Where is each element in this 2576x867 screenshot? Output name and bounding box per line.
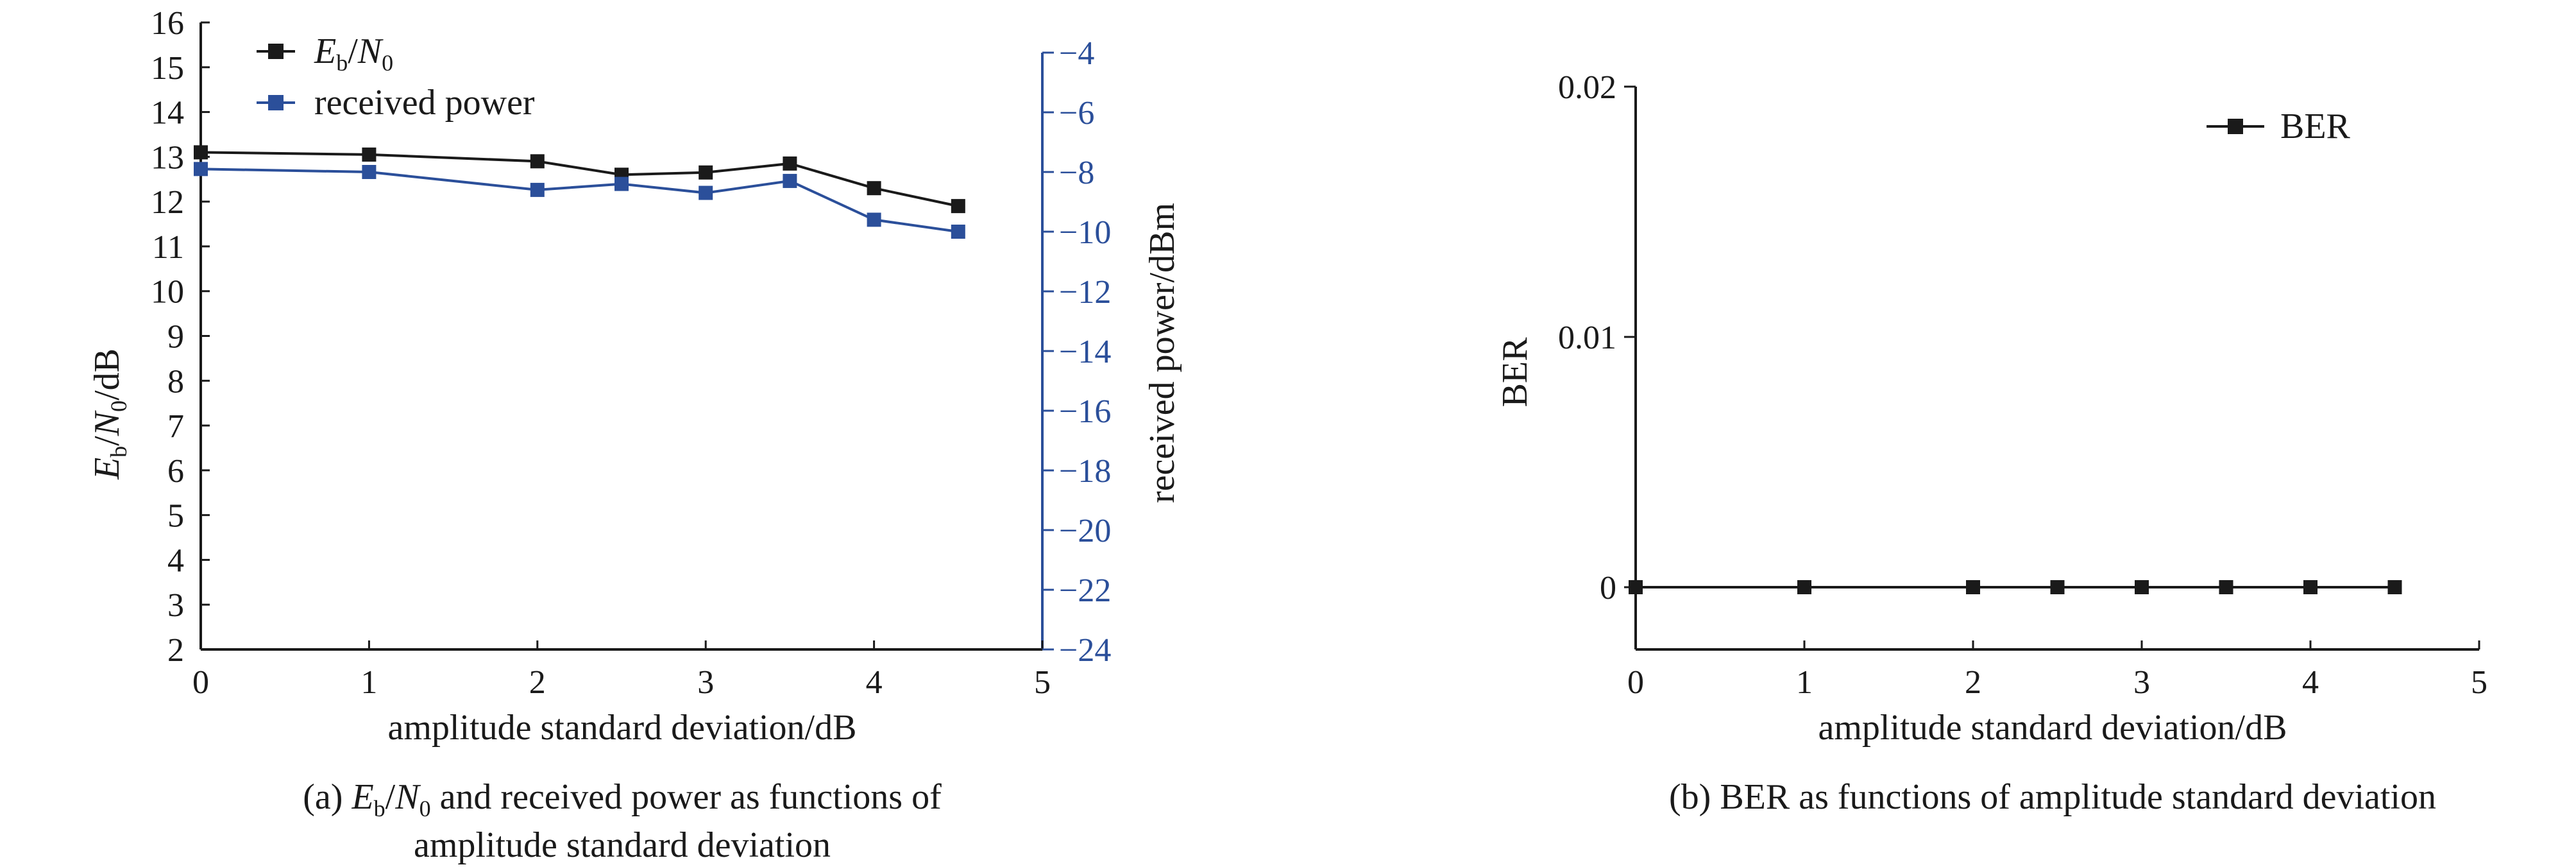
ebn0-data-point (867, 181, 881, 196)
power-data-point (951, 225, 965, 239)
power-series-line (200, 167, 959, 233)
ber-data-point (1797, 580, 1811, 594)
y-tick-label: 11 (152, 229, 184, 266)
right-y-tick-label: −8 (1059, 155, 1094, 191)
y-tick-label: 8 (167, 363, 184, 400)
right-y-tick-label: −20 (1059, 513, 1111, 549)
ber-data-point (2219, 580, 2233, 594)
ebn0-data-point (783, 156, 797, 171)
x-tick-label: 0 (1627, 664, 1644, 701)
right-y-tick-label: −10 (1059, 214, 1111, 251)
panel-a-x-axis-label: amplitude standard deviation/dB (388, 708, 857, 748)
legend-ebn0-label: Eb/N0 (314, 31, 393, 76)
power-data-point (867, 212, 881, 227)
panel-a-left-y-ticks: 2 3 4 5 6 7 8 9 10 11 12 13 14 15 16 (151, 5, 210, 669)
y-tick-label: 2 (167, 632, 184, 669)
y-tick-label: 0.02 (1558, 69, 1616, 106)
y-tick-label: 0 (1600, 570, 1616, 606)
legend-ebn0: Eb/N0 (257, 31, 393, 76)
y-tick-label: 14 (151, 95, 184, 132)
panel-a-x-ticks: 0 1 2 3 4 5 (192, 640, 1051, 701)
ber-data-point (1966, 580, 1980, 594)
panel-b-axes (1634, 87, 2479, 651)
y-tick-label: 13 (151, 139, 184, 176)
power-data-point (614, 176, 629, 191)
panel-b-y-ticks: 0 0.01 0.02 (1558, 69, 1636, 606)
ebn0-series-line (200, 151, 959, 208)
power-data-point (783, 173, 797, 188)
y-tick-label: 3 (167, 587, 184, 624)
x-tick-label: 1 (360, 664, 377, 701)
x-tick-label: 5 (2471, 664, 2487, 701)
panel-b-x-ticks: 0 1 2 3 4 5 (1627, 640, 2487, 701)
panel-b-legend: BER (2207, 107, 2351, 146)
ber-data-point (2135, 580, 2149, 594)
x-tick-label: 2 (1965, 664, 1981, 701)
x-tick-label: 0 (192, 664, 209, 701)
x-tick-label: 4 (2302, 664, 2319, 701)
ber-data-point (1629, 580, 1643, 594)
right-y-tick-label: −22 (1059, 572, 1111, 609)
y-tick-label: 6 (167, 453, 184, 490)
y-tick-label: 5 (167, 498, 184, 535)
x-tick-label: 2 (529, 664, 546, 701)
right-y-tick-label: −6 (1059, 95, 1094, 132)
y-tick-label: 4 (167, 542, 184, 579)
power-data-point (530, 182, 545, 197)
right-y-tick-label: −24 (1059, 632, 1111, 669)
right-y-tick-label: −14 (1059, 334, 1111, 370)
x-tick-label: 1 (1796, 664, 1813, 701)
x-tick-label: 3 (697, 664, 714, 701)
y-tick-label: 16 (151, 5, 184, 42)
right-y-tick-label: −18 (1059, 453, 1111, 490)
legend-power: received power (257, 83, 535, 123)
y-tick-label: 12 (151, 184, 184, 221)
panel-a-left-y-axis-label: Eb/N0/dB (87, 348, 131, 480)
ebn0-data-point (699, 165, 713, 180)
ber-data-point (2303, 580, 2318, 594)
y-tick-label: 0.01 (1558, 320, 1616, 356)
power-data-point (699, 185, 713, 200)
panel-a-series (194, 145, 965, 239)
panel-a-right-y-ticks: −24 −22 −20 −18 −16 −14 −12 −10 −8 −6 −4 (1042, 35, 1111, 669)
panel-b: 0 1 2 3 4 5 0 0.01 0.02 amplitude standard devi… (1495, 69, 2487, 817)
y-tick-label: 10 (151, 274, 184, 311)
legend-ber-label: BER (2280, 107, 2351, 146)
ber-data-point (2387, 580, 2402, 594)
y-tick-label: 7 (167, 408, 184, 445)
right-y-tick-label: −12 (1059, 274, 1111, 311)
x-tick-label: 3 (2133, 664, 2150, 701)
ebn0-data-point (194, 145, 208, 160)
power-data-point (194, 162, 208, 176)
panel-b-series (1629, 580, 2402, 594)
ebn0-data-point (362, 147, 377, 162)
ber-data-point (2050, 580, 2065, 594)
x-tick-label: 4 (866, 664, 883, 701)
y-tick-label: 9 (167, 319, 184, 356)
panel-b-caption: (b) BER as functions of amplitude standa… (1669, 777, 2436, 817)
legend-power-label: received power (314, 83, 535, 123)
right-y-tick-label: −4 (1059, 35, 1094, 72)
panel-a-caption-line1: (a) Eb/N0 and received power as function… (303, 777, 942, 821)
ebn0-data-point (951, 199, 965, 214)
ebn0-data-point (530, 154, 545, 169)
y-tick-label: 15 (151, 50, 184, 87)
x-tick-label: 5 (1034, 664, 1051, 701)
panel-b-x-axis-label: amplitude standard deviation/dB (1818, 708, 2287, 748)
panel-a-caption-line2: amplitude standard deviation (414, 825, 831, 865)
panel-a-right-y-axis-label: received power/dBm (1142, 203, 1182, 503)
power-data-point (362, 165, 377, 179)
panel-a-legend: Eb/N0 received power (257, 31, 535, 123)
right-y-tick-label: −16 (1059, 393, 1111, 430)
panel-b-y-axis-label: BER (1495, 337, 1535, 408)
